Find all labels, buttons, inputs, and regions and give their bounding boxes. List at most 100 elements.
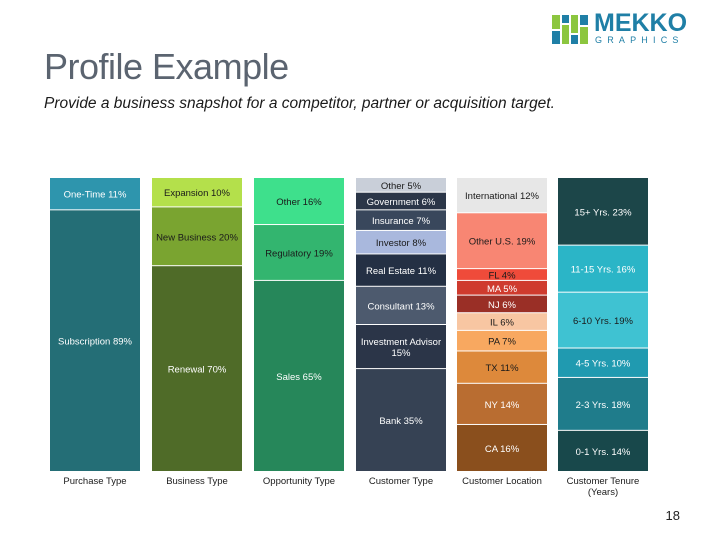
bar-segment-rect [558, 178, 648, 245]
bar-segment-rect [254, 178, 344, 225]
bar-segment-rect [356, 210, 446, 230]
bar-segment-rect [50, 178, 140, 210]
bar-segment: One-Time 11% [50, 178, 140, 210]
bar-segment: Real Estate 11% [356, 254, 446, 286]
logo-wordmark: MEKKO [594, 9, 688, 37]
data-label: Other 16% [276, 197, 322, 208]
bar-segment: Investor 8% [356, 230, 446, 254]
bar-segment: MA 5% [457, 280, 547, 295]
data-label: 2-3 Yrs. 18% [576, 400, 631, 411]
data-label: Other U.S. 19% [469, 237, 536, 248]
data-label: MA 5% [487, 284, 518, 295]
bar-segment: International 12% [457, 178, 547, 213]
bar-segment-rect [152, 266, 242, 471]
bar-segment-rect [254, 280, 344, 471]
bar-segment: Bank 35% [356, 369, 446, 471]
bar-segment-rect [152, 178, 242, 207]
bar-segment-rect [356, 230, 446, 254]
category-label: Customer Type [369, 476, 433, 487]
bar-segment: 4-5 Yrs. 10% [558, 348, 648, 377]
bar-segment-rect [558, 430, 648, 471]
bar-segment: 15+ Yrs. 23% [558, 178, 648, 245]
category-label: Business Type [166, 476, 228, 487]
bar-segment: Insurance 7% [356, 210, 446, 230]
bar-segment: Expansion 10% [152, 178, 242, 207]
data-label: TX 11% [485, 363, 519, 374]
bar-segment: Subscription 89% [50, 210, 140, 471]
data-label: Subscription 89% [58, 337, 132, 348]
bar-segment-rect [356, 192, 446, 210]
data-label: International 12% [465, 191, 539, 202]
bar-segment-rect [457, 313, 547, 330]
bar-segment: Government 6% [356, 192, 446, 210]
mekko-logo-icon [552, 15, 588, 44]
bar-segment: IL 6% [457, 313, 547, 330]
bar-segment: NY 14% [457, 383, 547, 424]
bar-segment-rect [356, 178, 446, 192]
bar-segment-rect [254, 225, 344, 280]
bar-segment-rect [457, 383, 547, 424]
bar-segment: 2-3 Yrs. 18% [558, 377, 648, 430]
data-label: 11-15 Yrs. 16% [571, 265, 636, 276]
bar-segment-rect [457, 330, 547, 351]
bar-segment: 11-15 Yrs. 16% [558, 245, 648, 292]
data-label: Renewal 70% [168, 365, 227, 376]
data-label: FL 4% [488, 271, 516, 282]
data-label: Regulatory 19% [265, 248, 333, 259]
bar-segment-rect [558, 377, 648, 430]
logo-subtext: GRAPHICS [595, 35, 684, 45]
category-label: Customer Location [462, 476, 542, 487]
bar-segment: Other U.S. 19% [457, 213, 547, 269]
bar-segment-rect [558, 348, 648, 377]
data-label: NY 14% [485, 400, 520, 411]
data-label: New Business 20% [156, 232, 238, 243]
mekko-logo: MEKKO GRAPHICS [552, 9, 702, 46]
data-label: PA 7% [488, 337, 516, 348]
data-label: Expansion 10% [164, 188, 231, 199]
data-label: NJ 6% [488, 300, 517, 311]
bar-segment: Sales 65% [254, 280, 344, 471]
bar-segment-rect [558, 245, 648, 292]
page-title: Profile Example [44, 46, 289, 87]
bar-segment: CA 16% [457, 424, 547, 471]
bar-segment-rect [457, 295, 547, 313]
bar-segment-rect [457, 424, 547, 471]
bar-segment: NJ 6% [457, 295, 547, 313]
bar-segment-rect [50, 210, 140, 471]
page-number: 18 [665, 508, 680, 523]
bar-segment: New Business 20% [152, 207, 242, 266]
category-label: Opportunity Type [263, 476, 335, 487]
bar-segment: Renewal 70% [152, 266, 242, 471]
bar-segment-rect [457, 178, 547, 213]
data-label: Government 6% [367, 197, 436, 208]
data-label: 4-5 Yrs. 10% [576, 359, 631, 370]
bar-segment: Other 16% [254, 178, 344, 225]
bar-segment: 0-1 Yrs. 14% [558, 430, 648, 471]
bar-segment-rect [356, 325, 446, 369]
data-label: Insurance 7% [372, 216, 431, 227]
data-label: 0-1 Yrs. 14% [576, 447, 631, 458]
bar-segment: 6-10 Yrs. 19% [558, 292, 648, 348]
data-label: Investor 8% [376, 238, 427, 249]
bar-segment: Investment Advisor 15% [356, 325, 446, 369]
bar-segment: TX 11% [457, 351, 547, 383]
bar-segment-rect [457, 269, 547, 280]
data-label: Bank 35% [379, 416, 423, 427]
data-label: Investment Advisor 15% [361, 337, 441, 359]
bar-segment-rect [152, 207, 242, 266]
data-label: Real Estate 11% [366, 266, 437, 277]
bar-segment-rect [356, 286, 446, 324]
data-label: 15+ Yrs. 23% [574, 207, 632, 218]
bar-segment: PA 7% [457, 330, 547, 351]
bar-segment-rect [457, 213, 547, 269]
bar-segment: Regulatory 19% [254, 225, 344, 280]
bar-segment: Consultant 13% [356, 286, 446, 324]
category-label: Customer Tenure (Years) [567, 476, 640, 498]
data-label: CA 16% [485, 444, 520, 455]
bar-segment-rect [457, 351, 547, 383]
data-label: 6-10 Yrs. 19% [573, 316, 634, 327]
page-subtitle: Provide a business snapshot for a compet… [44, 95, 555, 112]
bar-segment-rect [356, 254, 446, 286]
bar-segment-rect [558, 292, 648, 348]
